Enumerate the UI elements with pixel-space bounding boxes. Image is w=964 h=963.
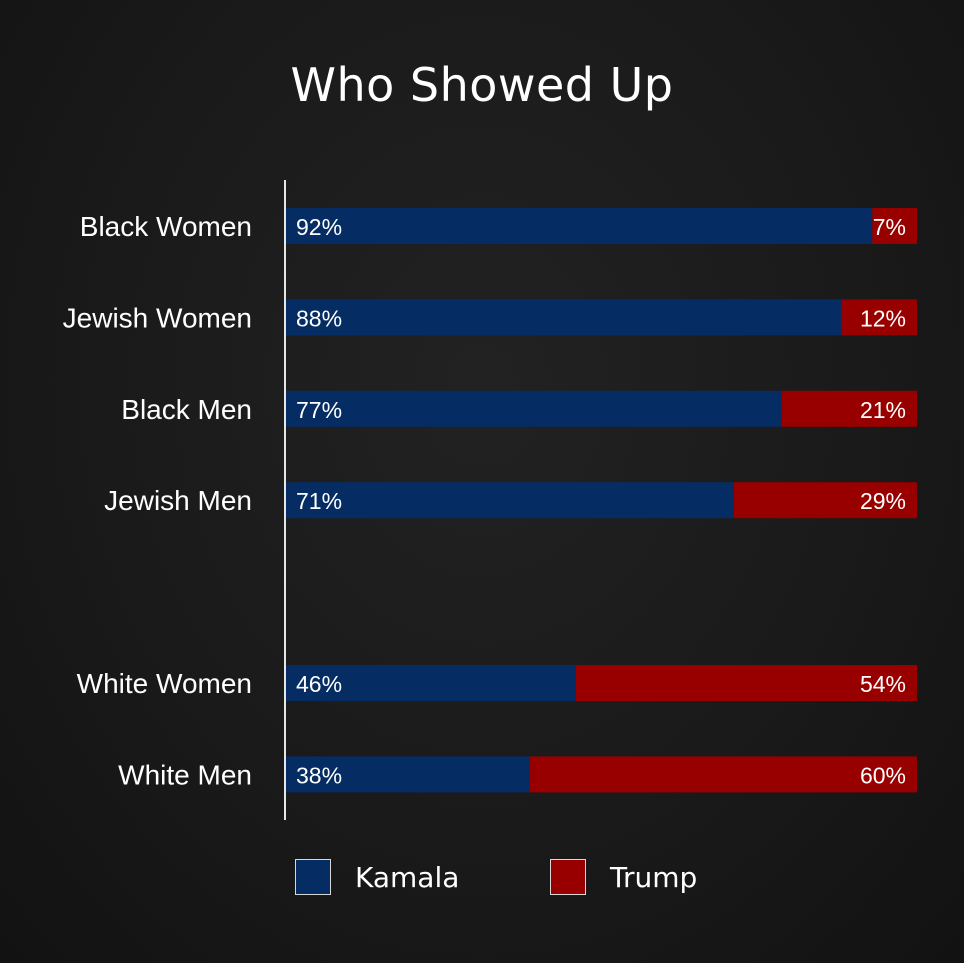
bar-trump-white-women: [575, 665, 917, 701]
legend-swatch-trump: [550, 859, 586, 895]
value-label-trump-jewish-women: 12%: [860, 305, 906, 331]
value-label-kamala-black-women: 92%: [296, 214, 342, 240]
bar-kamala-white-men: [286, 756, 531, 793]
value-label-kamala-jewish-men: 71%: [296, 488, 342, 514]
bar-trump-white-men: [530, 756, 917, 793]
labels-group: Black Women 92% 7% Jewish Women 88% 12% Black …: [63, 211, 906, 790]
category-label-black-men: Black Men: [121, 394, 252, 425]
bar-trump-jewish-men: [733, 482, 917, 519]
legend-label-kamala: Kamala: [355, 860, 460, 894]
category-label-white-men: White Men: [118, 759, 252, 790]
legend-label-trump: Trump: [610, 860, 698, 894]
bar-trump-jewish-women: [841, 299, 917, 336]
category-label-white-women: White Women: [77, 668, 252, 699]
legend-item-trump: Trump: [550, 859, 697, 895]
value-label-trump-white-women: 54%: [860, 671, 906, 697]
bar-kamala-white-women: [286, 665, 576, 701]
value-label-kamala-black-men: 77%: [296, 397, 342, 423]
value-label-kamala-jewish-women: 88%: [296, 305, 342, 331]
bar-kamala-jewish-men: [286, 482, 734, 519]
legend-item-kamala: Kamala: [295, 859, 459, 895]
category-label-jewish-men: Jewish Men: [104, 485, 252, 516]
bars-group: [286, 208, 917, 793]
value-label-kamala-white-women: 46%: [296, 671, 342, 697]
value-label-kamala-white-men: 38%: [296, 762, 342, 788]
bar-trump-black-women: [872, 208, 917, 244]
value-label-trump-jewish-men: 29%: [860, 488, 906, 514]
value-label-trump-white-men: 60%: [860, 762, 906, 788]
bar-kamala-black-women: [286, 208, 873, 244]
bar-kamala-jewish-women: [286, 299, 842, 336]
legend-swatch-kamala: [295, 859, 331, 895]
value-label-trump-black-women: 7%: [873, 214, 906, 240]
category-label-black-women: Black Women: [80, 211, 252, 242]
value-label-trump-black-men: 21%: [860, 397, 906, 423]
legend: Kamala Trump: [0, 859, 964, 899]
bar-kamala-black-men: [286, 390, 782, 427]
chart-title: Who Showed Up: [290, 58, 674, 112]
category-label-jewish-women: Jewish Women: [63, 302, 252, 333]
bar-trump-black-men: [781, 390, 917, 427]
